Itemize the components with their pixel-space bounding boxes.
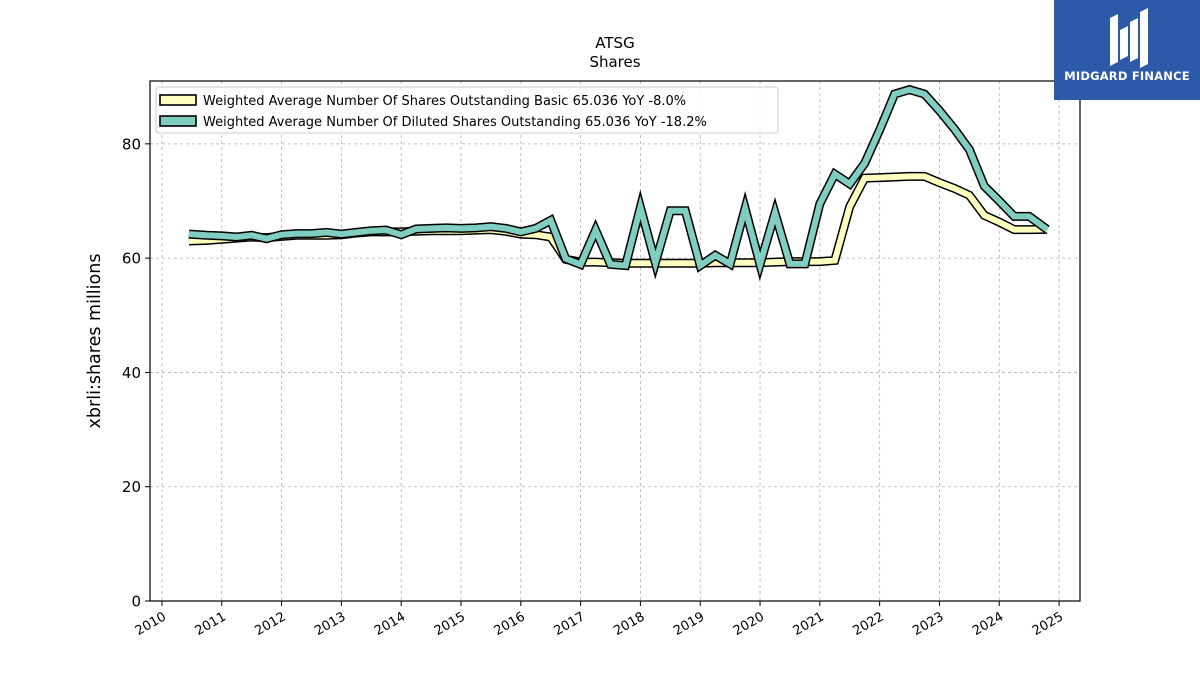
x-tick-label: 2022 [850, 609, 886, 639]
x-tick-label: 2017 [551, 609, 587, 639]
y-tick-label: 40 [122, 364, 141, 382]
x-tick-label: 2023 [910, 609, 946, 639]
x-tick-label: 2024 [970, 609, 1006, 639]
y-tick-label: 0 [131, 593, 141, 611]
legend-label-1: Weighted Average Number Of Shares Outsta… [203, 94, 686, 109]
legend: Weighted Average Number Of Shares Outsta… [155, 86, 779, 134]
legend-swatch-2 [159, 115, 197, 127]
legend-swatch-1 [159, 94, 197, 106]
y-tick-label: 80 [122, 135, 141, 153]
chart-title: ATSG [595, 34, 634, 52]
grid-lines [150, 81, 1080, 602]
chart-subtitle: Shares [589, 53, 640, 71]
x-tick-label: 2019 [671, 609, 707, 639]
x-tick-label: 2011 [193, 609, 229, 639]
midgard-logo-icon [1110, 8, 1148, 68]
y-tick-label: 20 [122, 478, 141, 496]
x-tick-label: 2025 [1030, 609, 1066, 639]
x-tick-label: 2015 [432, 609, 468, 639]
x-axis: 2010 2011 2012 2013 2014 2015 2016 2017 2018 2019… [133, 601, 1066, 639]
series-2-line [188, 86, 1049, 276]
y-tick-label: 60 [122, 250, 141, 268]
legend-label-2: Weighted Average Number Of Diluted Share… [203, 115, 707, 130]
legend-box [155, 86, 779, 134]
x-tick-label: 2010 [133, 609, 169, 639]
brand-logo: MIDGARD FINANCE [1054, 0, 1200, 100]
x-tick-label: 2014 [372, 609, 408, 639]
x-tick-label: 2016 [492, 609, 528, 639]
x-tick-label: 2020 [731, 609, 767, 639]
y-axis-label: xbrli:shares millions [85, 254, 105, 429]
series-1-line [188, 173, 1048, 267]
series-layer [188, 84, 1050, 282]
x-tick-label: 2018 [611, 609, 647, 639]
logo-text: MIDGARD FINANCE [1064, 69, 1190, 83]
plot-frame [149, 80, 1081, 602]
x-tick-label: 2012 [252, 609, 288, 639]
x-tick-label: 2013 [312, 609, 348, 639]
y-axis: 0 20 40 60 80 [122, 135, 150, 611]
series-1-outline [188, 171, 1048, 268]
x-tick-label: 2021 [791, 609, 827, 639]
